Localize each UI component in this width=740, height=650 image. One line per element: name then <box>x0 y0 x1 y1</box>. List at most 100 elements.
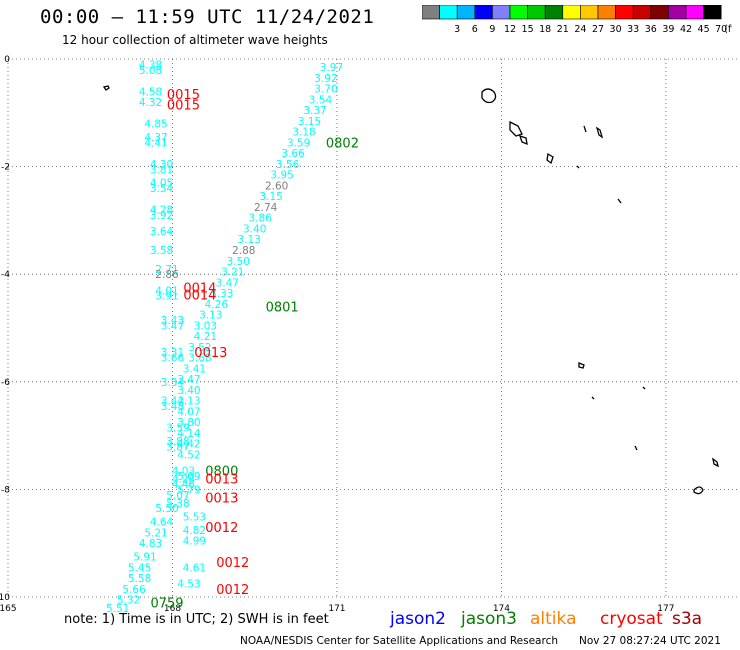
wave-height-label: 5.07 <box>166 490 189 502</box>
pass-time-label: 0013 <box>205 491 238 506</box>
scale-label: 36 <box>645 24 657 35</box>
wave-height-label: 4.58 <box>139 86 162 98</box>
wave-height-label: 4.03 <box>172 466 195 478</box>
wave-height-label: 3.59 <box>166 423 189 435</box>
wave-height-label: 4.13 <box>177 396 200 408</box>
wave-height-label: 4.37 <box>144 132 167 144</box>
chart-title: 00:00 – 11:59 UTC 11/24/2021 <box>40 6 375 28</box>
wave-height-label: 4.38 <box>139 59 162 71</box>
wave-height-label: 3.66 <box>161 353 185 365</box>
island-outline <box>595 126 604 139</box>
wave-height-label: 4.46 <box>172 479 196 491</box>
wave-height-label: 4.05 <box>150 178 173 190</box>
pass-time-label: 0802 <box>326 136 359 151</box>
island-outline <box>102 85 110 91</box>
x-tick-label: 171 <box>328 604 345 612</box>
wave-height-label: 4.28 <box>172 474 195 486</box>
wave-height-label: 3.18 <box>292 127 315 139</box>
island-outline <box>576 165 580 169</box>
island-outline <box>546 152 554 165</box>
wave-height-label: 3.13 <box>238 234 261 246</box>
x-tick-label: 177 <box>657 604 674 612</box>
wave-height-label: 3.21 <box>221 267 244 279</box>
island-outline <box>509 120 523 137</box>
wave-height-label: 2.86 <box>155 269 179 281</box>
scale-swatch <box>703 5 722 20</box>
pass-time-label: 0801 <box>266 300 299 315</box>
wave-height-label: 4.42 <box>177 439 200 451</box>
y-tick-label: 0 <box>4 55 10 65</box>
wave-height-label: 4.82 <box>183 525 206 537</box>
scale-unit: (ft) <box>724 24 732 35</box>
pass-time-label: 0012 <box>205 521 238 536</box>
wave-height-label: 4.41 <box>144 137 167 149</box>
wave-height-label: 2.88 <box>232 245 255 257</box>
scale-label: 9 <box>489 24 495 35</box>
wave-height-map: 1651681711741770-2-4-6-8-104.385.084.584… <box>0 55 740 612</box>
wave-height-label: 5.66 <box>122 584 146 596</box>
wave-height-label: 3.47 <box>177 374 200 386</box>
wave-height-label: 3.48 <box>161 401 184 413</box>
wave-height-label: 5.51 <box>106 603 129 612</box>
island-outline <box>712 457 719 468</box>
wave-height-label: 5.32 <box>117 595 140 607</box>
y-tick-label: -8 <box>1 485 10 495</box>
wave-height-label: 4.01 <box>155 285 178 297</box>
wave-height-label: 3.42 <box>161 396 184 408</box>
y-tick-label: -2 <box>1 163 10 173</box>
wave-height-label: 3.40 <box>243 223 266 235</box>
x-tick-label: 165 <box>0 604 17 612</box>
wave-height-label: 4.53 <box>177 579 200 591</box>
scale-label: 45 <box>698 24 710 35</box>
wave-height-label: 3.68 <box>188 353 211 365</box>
wave-height-label: 4.30 <box>150 159 173 171</box>
wave-height-label: 5.79 <box>177 484 200 496</box>
pass-time-label: 0800 <box>205 465 238 480</box>
pass-time-label: 0014 <box>183 282 216 297</box>
wave-height-label: 3.47 <box>216 277 239 289</box>
wave-height-label: 3.47 <box>161 320 184 332</box>
island-outline <box>642 386 646 390</box>
x-tick-label: 168 <box>164 604 181 612</box>
scale-label: 18 <box>539 24 551 35</box>
wave-height-label: 3.13 <box>199 310 222 322</box>
wave-height-label: 5.38 <box>166 498 189 510</box>
x-tick-label: 174 <box>493 604 510 612</box>
legend-altika: altika <box>530 609 577 629</box>
wave-height-label: 2.60 <box>265 180 288 192</box>
wave-height-label: 5.21 <box>144 527 167 539</box>
wave-height-label: 5.58 <box>128 573 151 585</box>
y-tick-label: -10 <box>0 593 10 603</box>
scale-label: 30 <box>610 24 622 35</box>
wave-height-label: 4.07 <box>177 406 200 418</box>
scale-label: 42 <box>680 24 692 35</box>
wave-height-label: 4.64 <box>150 517 174 529</box>
scale-label: 21 <box>557 24 569 35</box>
wave-height-label: 3.66 <box>281 148 305 160</box>
wave-height-label: 3.92 <box>314 73 337 85</box>
wave-height-label: 3.33 <box>210 288 233 300</box>
island-outline <box>481 88 497 104</box>
wave-height-label: 4.21 <box>194 331 217 343</box>
wave-height-label: 3.58 <box>150 245 173 257</box>
wave-height-label: 3.37 <box>303 105 326 117</box>
pass-time-label: 0012 <box>216 583 249 598</box>
y-tick-label: -4 <box>1 270 10 280</box>
scale-label: 6 <box>472 24 478 35</box>
island-outline <box>578 362 585 369</box>
wave-height-label: 2.74 <box>254 202 278 214</box>
wave-height-label: 3.56 <box>276 159 300 171</box>
wave-height-label: 4.26 <box>205 299 229 311</box>
wave-height-label: 4.85 <box>144 119 167 131</box>
chart-subtitle: 12 hour collection of altimeter wave hei… <box>62 33 328 47</box>
wave-height-label: 4.14 <box>177 428 201 440</box>
wave-height-label: 3.15 <box>298 116 321 128</box>
island-outline <box>591 396 595 400</box>
scale-label: 39 <box>662 24 674 35</box>
legend-jason3: jason3 <box>461 609 517 629</box>
wave-height-label: 3.40 <box>177 385 200 397</box>
pass-time-label: 0014 <box>183 289 216 304</box>
pass-time-label: 0013 <box>194 346 227 361</box>
wave-height-label: 5.53 <box>183 511 206 523</box>
wave-height-label: 5.91 <box>133 552 156 564</box>
